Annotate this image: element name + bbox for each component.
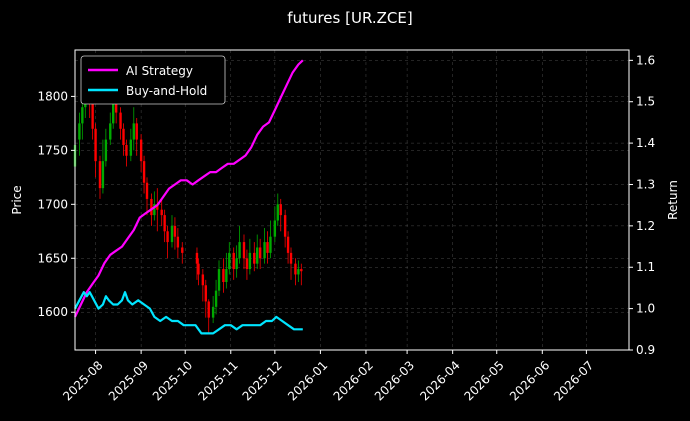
legend-label-ai: AI Strategy <box>126 64 193 78</box>
candle-body <box>214 290 218 307</box>
candle-body <box>207 301 210 318</box>
candle-body <box>160 209 163 216</box>
candle-body <box>258 247 262 259</box>
y-left-tick-label: 1800 <box>37 89 68 103</box>
candle-body <box>228 252 231 270</box>
candle-body <box>256 247 259 264</box>
candle-body <box>125 144 128 156</box>
candle-body <box>104 139 108 162</box>
y-axis-right-label: Return <box>666 180 680 220</box>
y-right-tick-label: 0.9 <box>636 343 655 357</box>
candle-body <box>150 198 153 216</box>
candle-body <box>181 247 184 253</box>
candle-body <box>279 204 282 216</box>
candle-body <box>195 252 199 264</box>
y-axis-left-label: Price <box>10 185 24 214</box>
candlesticks <box>73 69 303 334</box>
candle-body <box>245 258 249 270</box>
candle-body <box>170 225 174 243</box>
candle-body <box>201 274 205 286</box>
candle-body <box>197 263 200 275</box>
candle-body <box>98 161 102 189</box>
candle-body <box>81 107 84 124</box>
candle-body <box>238 242 241 259</box>
candle-body <box>156 204 159 210</box>
y-right-tick-label: 1.2 <box>636 219 655 233</box>
candle-body <box>173 225 177 237</box>
candle-body <box>114 96 118 113</box>
y-right-tick-label: 1.1 <box>636 260 655 274</box>
y-right-tick-label: 1.6 <box>636 53 655 67</box>
ai-strategy-line <box>74 59 304 318</box>
candle-body <box>153 204 156 216</box>
y-left-tick-label: 1650 <box>37 251 68 265</box>
candle-body <box>122 128 125 145</box>
candle-body <box>289 252 293 264</box>
candle-body <box>242 242 246 259</box>
candle-body <box>273 220 277 237</box>
candle-body <box>232 252 235 270</box>
candle-body <box>211 306 215 318</box>
candle-body <box>253 252 256 264</box>
candle-body <box>129 139 133 156</box>
candle-body <box>286 236 290 253</box>
candle-body <box>112 96 115 124</box>
legend: AI Strategy Buy-and-Hold <box>80 55 226 105</box>
candle-body <box>217 269 221 291</box>
candle-body <box>109 123 112 140</box>
candle-body <box>222 269 225 283</box>
y-axis-left: 1600 1650 1700 1750 1800 <box>37 89 75 319</box>
candle-body <box>176 236 180 248</box>
candle-body <box>119 112 122 129</box>
y-right-tick-label: 1.3 <box>636 177 655 191</box>
candle-body <box>225 269 228 283</box>
candle-body <box>101 161 105 189</box>
candle-body <box>276 204 279 221</box>
candle-body <box>204 285 207 302</box>
candle-body <box>297 269 300 275</box>
candle-body <box>139 139 143 162</box>
candle-body <box>91 101 94 129</box>
y-right-tick-label: 1.4 <box>636 136 655 150</box>
series-lines <box>74 59 304 335</box>
y-left-tick-label: 1750 <box>37 143 68 157</box>
chart-title: futures [UR.ZCE] <box>287 9 412 27</box>
candle-body <box>145 182 149 199</box>
candle-body <box>132 123 135 140</box>
candle-body <box>300 269 303 272</box>
buy-and-hold-line <box>74 291 303 335</box>
y-axis-right: 0.9 1.0 1.1 1.2 1.3 1.4 1.5 1.6 <box>629 53 655 357</box>
candle-body <box>269 236 272 253</box>
y-left-tick-label: 1700 <box>37 197 68 211</box>
candle-body <box>283 215 287 237</box>
candle-body <box>94 128 97 162</box>
y-right-tick-label: 1.5 <box>636 95 655 109</box>
candle-body <box>263 242 266 259</box>
legend-box <box>80 55 226 105</box>
candle-body <box>142 161 146 183</box>
candle-body <box>135 123 138 140</box>
candle-body <box>266 242 269 253</box>
candle-body <box>163 215 166 232</box>
candle-body <box>235 258 238 270</box>
candle-body <box>166 231 169 243</box>
y-right-tick-label: 1.0 <box>636 302 655 316</box>
candle-body <box>294 263 297 275</box>
plot-frame <box>74 49 630 351</box>
legend-label-bh: Buy-and-Hold <box>126 84 207 98</box>
candle-body <box>78 123 81 140</box>
candle-body <box>248 252 252 270</box>
y-left-tick-label: 1600 <box>37 305 68 319</box>
